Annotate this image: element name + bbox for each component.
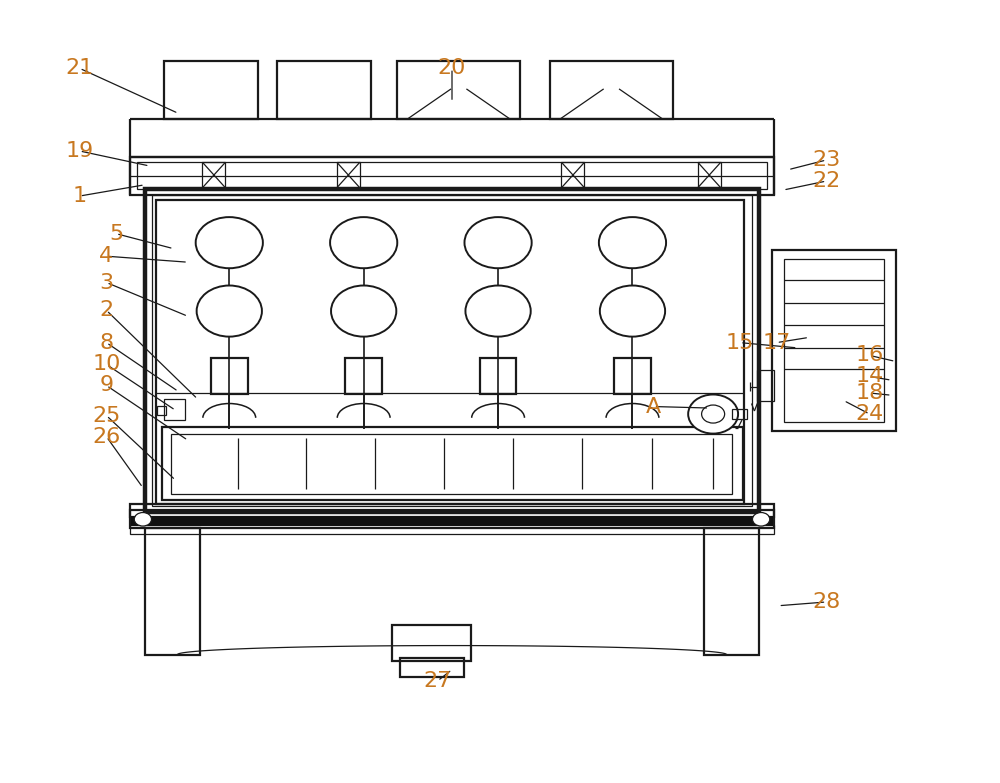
- Bar: [400, 658, 464, 677]
- Ellipse shape: [330, 217, 397, 269]
- Bar: [164, 61, 258, 119]
- Bar: [171, 435, 732, 495]
- Text: 22: 22: [812, 171, 841, 191]
- Bar: [164, 399, 185, 420]
- Circle shape: [752, 513, 770, 526]
- Bar: [130, 510, 774, 529]
- Bar: [130, 515, 774, 525]
- Text: 1: 1: [72, 186, 87, 206]
- Bar: [704, 529, 759, 655]
- Text: 9: 9: [99, 376, 113, 395]
- Text: A: A: [646, 396, 661, 417]
- Bar: [784, 259, 884, 421]
- Ellipse shape: [331, 286, 396, 337]
- Bar: [732, 409, 747, 420]
- Text: 5: 5: [109, 224, 123, 244]
- Text: 2: 2: [99, 301, 113, 320]
- Bar: [137, 162, 767, 189]
- Bar: [397, 61, 520, 119]
- Ellipse shape: [599, 217, 666, 269]
- Text: 17: 17: [762, 333, 791, 352]
- Bar: [152, 194, 752, 506]
- Bar: [561, 162, 584, 188]
- Bar: [145, 189, 759, 512]
- Bar: [130, 503, 774, 517]
- Circle shape: [702, 405, 725, 423]
- Ellipse shape: [465, 286, 531, 337]
- Text: 26: 26: [92, 427, 121, 446]
- Text: 23: 23: [812, 150, 841, 170]
- Bar: [130, 525, 774, 534]
- Text: 20: 20: [438, 58, 466, 78]
- Text: 24: 24: [855, 404, 884, 424]
- Bar: [392, 625, 471, 661]
- Text: 27: 27: [423, 671, 452, 691]
- Text: 3: 3: [99, 272, 113, 293]
- Ellipse shape: [196, 217, 263, 269]
- Bar: [277, 61, 371, 119]
- Bar: [211, 358, 248, 394]
- Bar: [757, 370, 774, 401]
- Bar: [614, 358, 651, 394]
- Text: 10: 10: [92, 355, 121, 374]
- Bar: [337, 162, 360, 188]
- Text: 19: 19: [65, 141, 94, 161]
- Ellipse shape: [464, 217, 532, 269]
- Text: 8: 8: [99, 333, 113, 352]
- Text: 18: 18: [855, 383, 884, 403]
- Bar: [202, 162, 225, 188]
- Text: 28: 28: [812, 592, 841, 612]
- Bar: [145, 529, 200, 655]
- Ellipse shape: [600, 286, 665, 337]
- Text: 25: 25: [92, 406, 121, 425]
- Bar: [550, 61, 673, 119]
- Circle shape: [688, 395, 738, 434]
- Bar: [130, 157, 774, 194]
- Bar: [698, 162, 721, 188]
- Text: 4: 4: [99, 246, 113, 266]
- Bar: [156, 200, 744, 504]
- Bar: [480, 358, 516, 394]
- Bar: [162, 427, 743, 500]
- Text: 14: 14: [855, 366, 884, 387]
- Bar: [157, 406, 166, 415]
- Text: 15: 15: [726, 333, 754, 352]
- Circle shape: [134, 513, 152, 526]
- Ellipse shape: [197, 286, 262, 337]
- Text: 21: 21: [65, 58, 94, 78]
- Bar: [345, 358, 382, 394]
- Text: 16: 16: [855, 345, 884, 366]
- Bar: [772, 251, 896, 431]
